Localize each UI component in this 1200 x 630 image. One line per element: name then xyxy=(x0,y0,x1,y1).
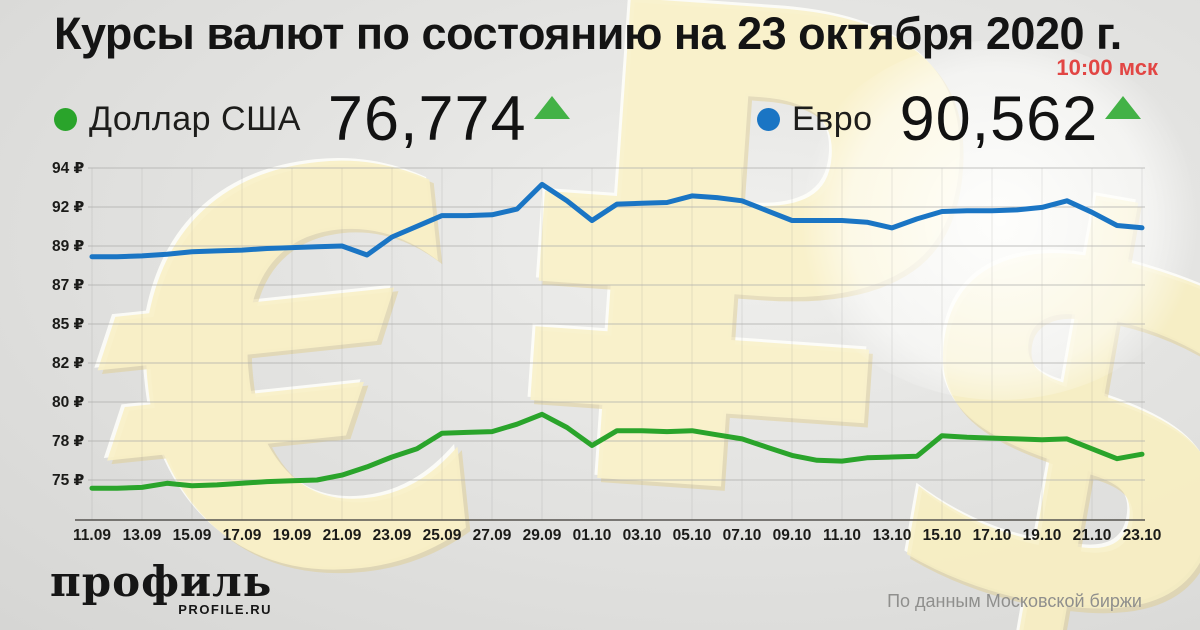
x-tick-label: 21.09 xyxy=(323,527,362,544)
data-source-note: По данным Московской биржи xyxy=(887,591,1142,611)
x-tick-label: 13.10 xyxy=(873,527,912,544)
x-tick-label: 11.10 xyxy=(823,527,861,544)
x-tick-label: 05.10 xyxy=(673,527,712,544)
x-tick-label: 27.09 xyxy=(473,527,512,544)
x-tick-label: 29.09 xyxy=(523,527,562,544)
logo-wordmark: профиль xyxy=(50,557,273,606)
x-tick-label: 07.10 xyxy=(723,527,762,544)
y-tick-label: 92 ₽ xyxy=(52,199,85,216)
x-tick-label: 15.10 xyxy=(923,527,962,544)
x-tick-label: 21.10 xyxy=(1073,527,1112,544)
y-tick-label: 75 ₽ xyxy=(52,472,85,489)
timestamp-label: 10:00 мск xyxy=(1056,55,1158,80)
profile-logo: профиль PROFILE.RU xyxy=(50,557,273,618)
x-tick-label: 13.09 xyxy=(123,527,162,544)
y-tick-label: 80 ₽ xyxy=(52,394,85,411)
x-tick-label: 15.09 xyxy=(173,527,212,544)
usd-label: Доллар США xyxy=(89,99,301,138)
x-tick-label: 17.09 xyxy=(223,527,262,544)
y-tick-label: 85 ₽ xyxy=(52,316,85,333)
y-tick-label: 87 ₽ xyxy=(52,277,85,294)
y-tick-label: 78 ₽ xyxy=(52,433,85,450)
x-tick-label: 17.10 xyxy=(973,527,1012,544)
x-tick-label: 19.09 xyxy=(273,527,312,544)
page-title: Курсы валют по состоянию на 23 октября 2… xyxy=(54,8,1122,59)
x-tick-label: 03.10 xyxy=(623,527,662,544)
x-tick-label: 25.09 xyxy=(423,527,462,544)
eur-trend-up-icon xyxy=(1105,96,1142,119)
logo-domain: PROFILE.RU xyxy=(178,602,272,617)
x-tick-label: 11.09 xyxy=(73,527,111,544)
y-tick-label: 94 ₽ xyxy=(52,160,85,177)
eur-label: Евро xyxy=(792,99,873,138)
x-tick-label: 23.10 xyxy=(1123,527,1162,544)
x-tick-label: 23.09 xyxy=(373,527,412,544)
usd-value: 76,774 xyxy=(327,84,527,154)
usd-rate-line xyxy=(89,411,1145,491)
usd-trend-up-icon xyxy=(533,96,570,119)
legend-eur: Евро 90,562 xyxy=(757,84,1142,154)
legend-usd: Доллар США 76,774 xyxy=(54,84,570,154)
y-tick-label: 82 ₽ xyxy=(52,355,85,372)
y-tick-label: 89 ₽ xyxy=(52,238,85,255)
x-tick-label: 01.10 xyxy=(573,527,612,544)
eur-series-dot-icon xyxy=(757,107,780,131)
eur-value: 90,562 xyxy=(899,84,1099,154)
x-tick-label: 09.10 xyxy=(773,527,812,544)
usd-series-dot-icon xyxy=(54,107,77,131)
x-tick-label: 19.10 xyxy=(1023,527,1062,544)
eur-rate-line xyxy=(89,181,1145,260)
